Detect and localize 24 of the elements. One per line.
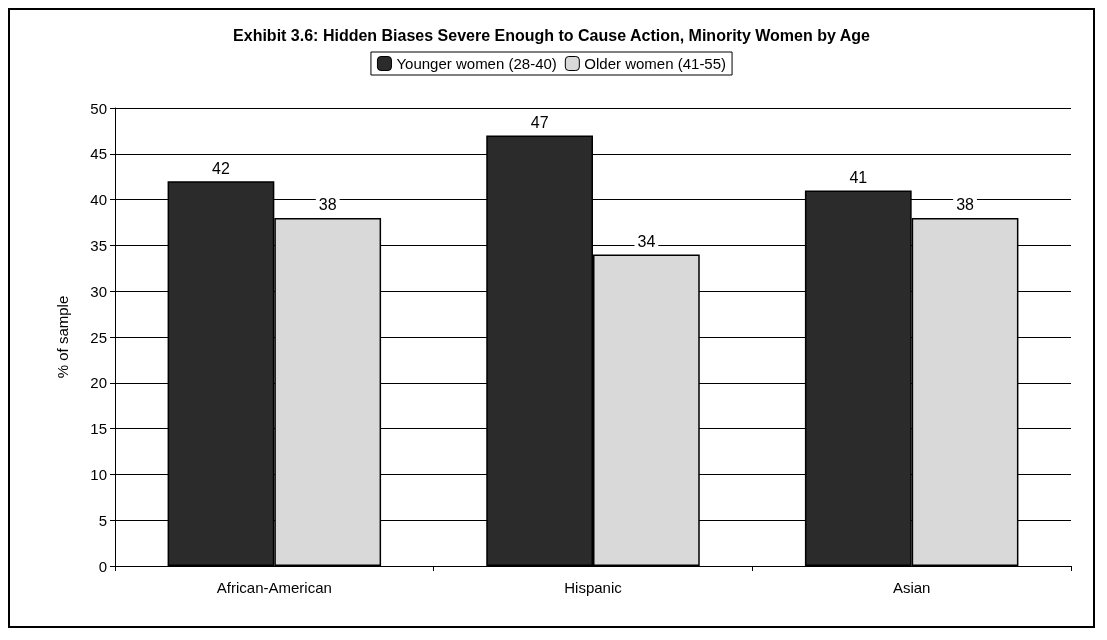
y-tick-label: 15 [90,420,107,438]
data-label: 42 [212,159,230,177]
data-label: 38 [318,196,337,214]
chart-title: Exhibit 3.6: Hidden Biases Severe Enough to Cause Action, Minority Women by Age [233,26,871,44]
x-tick-label: Asian [892,579,931,596]
data-label: 41 [849,168,868,186]
x-tick-label: African-American [216,579,332,596]
legend-label: Younger women (28-40) [396,55,557,72]
y-tick-label: 50 [90,99,107,117]
y-tick-label: 10 [90,465,107,483]
y-tick-label: 25 [90,328,107,346]
legend-label: Older women (41-55) [584,55,727,72]
data-label: 34 [637,233,656,251]
data-label: 47 [530,113,549,131]
y-axis-title: % of sample [54,295,71,379]
y-tick-label: 35 [90,236,107,254]
y-tick-label: 5 [98,511,107,529]
x-tick-label: Hispanic [564,579,623,596]
data-label: 38 [956,196,975,214]
y-tick-label: 45 [90,145,107,163]
y-tick-label: 0 [98,557,107,575]
y-tick-label: 40 [90,191,107,209]
y-tick-label: 30 [90,282,107,300]
y-tick-label: 20 [90,374,107,392]
